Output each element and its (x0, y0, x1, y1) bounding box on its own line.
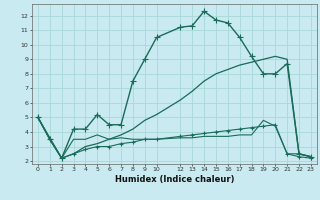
X-axis label: Humidex (Indice chaleur): Humidex (Indice chaleur) (115, 175, 234, 184)
